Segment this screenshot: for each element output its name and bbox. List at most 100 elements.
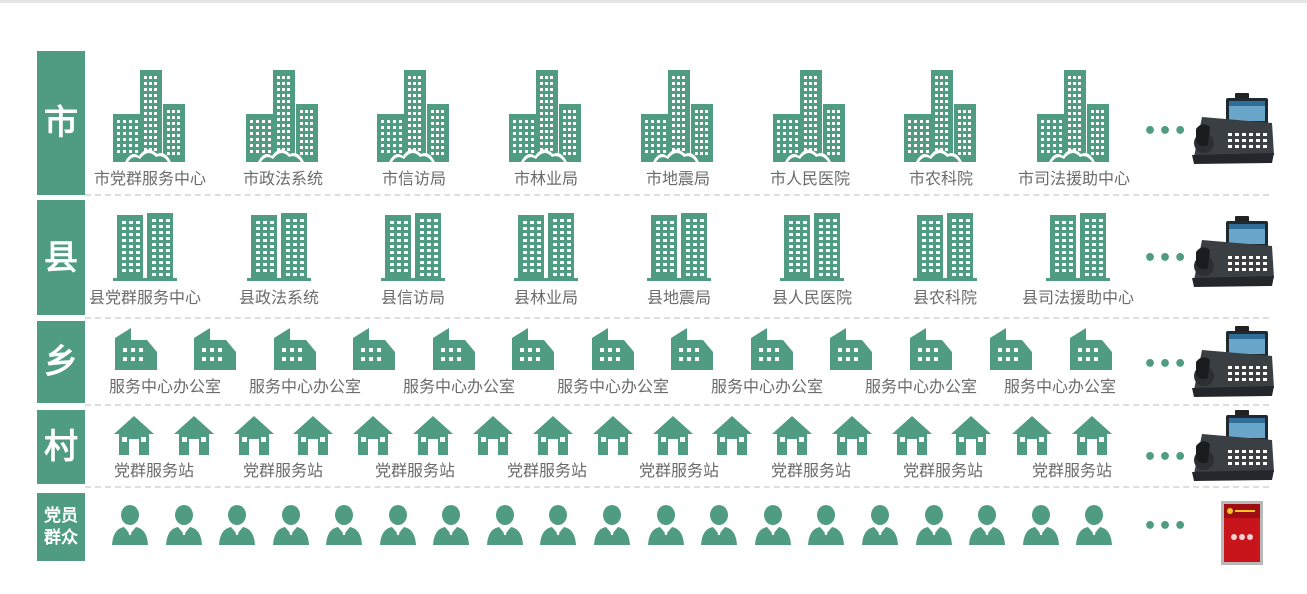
small-building-icon-graphic [592,328,634,370]
office-tower-icon [1037,70,1111,164]
house-icon-graphic [653,416,693,455]
person-icon-graphic [1076,505,1112,545]
small-building-icon [351,326,397,372]
unit-label: 党群服务站 [113,461,195,480]
tier-public: 党员 群众 ••• [37,493,1275,561]
small-building-icon [192,326,238,372]
person-icon-graphic [433,505,469,545]
house-icon-graphic [892,416,932,455]
person-icon [968,504,1006,546]
person-icon-graphic [487,505,523,545]
small-building-icon-graphic [353,328,395,370]
tablet-terminal-icon [1221,501,1263,569]
house-icon [652,415,694,457]
house-icon-graphic [533,416,573,455]
house-icon-graphic [174,416,214,455]
small-building-icon-graphic [512,328,554,370]
small-building-icon [988,326,1034,372]
office-tower-icon-graphic [509,70,581,162]
small-building-icon [510,326,556,372]
house-icon [592,415,634,457]
unit-label: 党群服务站 [638,461,720,480]
twin-building-icon-graphic [647,213,711,281]
person-icon [700,504,738,546]
house-icon [173,415,215,457]
unit-label: 县人民医院 [771,288,853,307]
person-icon-graphic [219,505,255,545]
person-icon [593,504,631,546]
office-tower-icon-graphic [377,70,449,162]
unit-label: 服务中心办公室 [108,377,222,396]
person-icon [325,504,363,546]
person-icon [1075,504,1113,546]
unit-label: 县信访局 [380,288,446,307]
twin-building-icon [1046,209,1112,283]
unit-label: 市地震局 [645,169,711,188]
person-icon-graphic [166,505,202,545]
person-icon-graphic [1023,505,1059,545]
person-icon [754,504,792,546]
person-icon [432,504,470,546]
person-icon-graphic [755,505,791,545]
house-icon [412,415,454,457]
house-icon [1071,415,1113,457]
person-icon-graphic [648,505,684,545]
office-tower-icon-graphic [113,70,185,162]
twin-building-icon [780,209,846,283]
person-icon-graphic [540,505,576,545]
person-icon-graphic [969,505,1005,545]
small-building-icon [590,326,636,372]
house-icon-graphic [1012,416,1052,455]
house-icon [891,415,933,457]
unit-label: 服务中心办公室 [710,377,824,396]
small-building-icon-graphic [910,328,952,370]
twin-building-icon [247,209,313,283]
tier-label-city: 市 [37,51,85,195]
house-icon-graphic [413,416,453,455]
house-icon [292,415,334,457]
unit-label: 党群服务站 [770,461,852,480]
twin-building-icon-graphic [913,213,977,281]
small-building-icon [431,326,477,372]
unit-label: 党群服务站 [506,461,588,480]
house-icon-graphic [712,416,752,455]
unit-label: 党群服务站 [374,461,456,480]
small-building-icon-graphic [115,328,157,370]
small-building-icon-graphic [830,328,872,370]
house-icon [950,415,992,457]
person-icon-graphic [273,505,309,545]
unit-label: 市政法系统 [242,169,324,188]
unit-label: 市人民医院 [769,169,851,188]
tier-label-county: 县 [37,200,85,315]
person-icon-graphic [112,505,148,545]
house-icon-graphic [593,416,633,455]
more-dots: ••• [1143,119,1189,144]
person-icon [165,504,203,546]
office-tower-icon [904,70,978,164]
person-icon [218,504,256,546]
twin-building-icon-graphic [381,213,445,281]
tier-label-village: 村 [37,410,85,484]
person-icon-graphic [701,505,737,545]
video-phone-icon [1188,326,1276,402]
twin-building-icon-graphic [247,213,311,281]
unit-label: 市林业局 [513,169,579,188]
house-icon-graphic [832,416,872,455]
office-tower-icon-graphic [246,70,318,162]
person-icon [379,504,417,546]
twin-building-icon-graphic [780,213,844,281]
house-icon [113,415,155,457]
house-icon [472,415,514,457]
more-dots: ••• [1143,445,1189,470]
tier-village: 村 ••• [37,410,1275,484]
tier-label-township: 乡 [37,321,85,403]
small-building-icon-graphic [751,328,793,370]
unit-label: 服务中心办公室 [248,377,362,396]
person-icon [647,504,685,546]
twin-building-icon-graphic [514,213,578,281]
office-tower-icon-graphic [1037,70,1109,162]
house-icon [532,415,574,457]
unit-label: 党群服务站 [242,461,324,480]
house-icon [1011,415,1053,457]
unit-label: 服务中心办公室 [556,377,670,396]
